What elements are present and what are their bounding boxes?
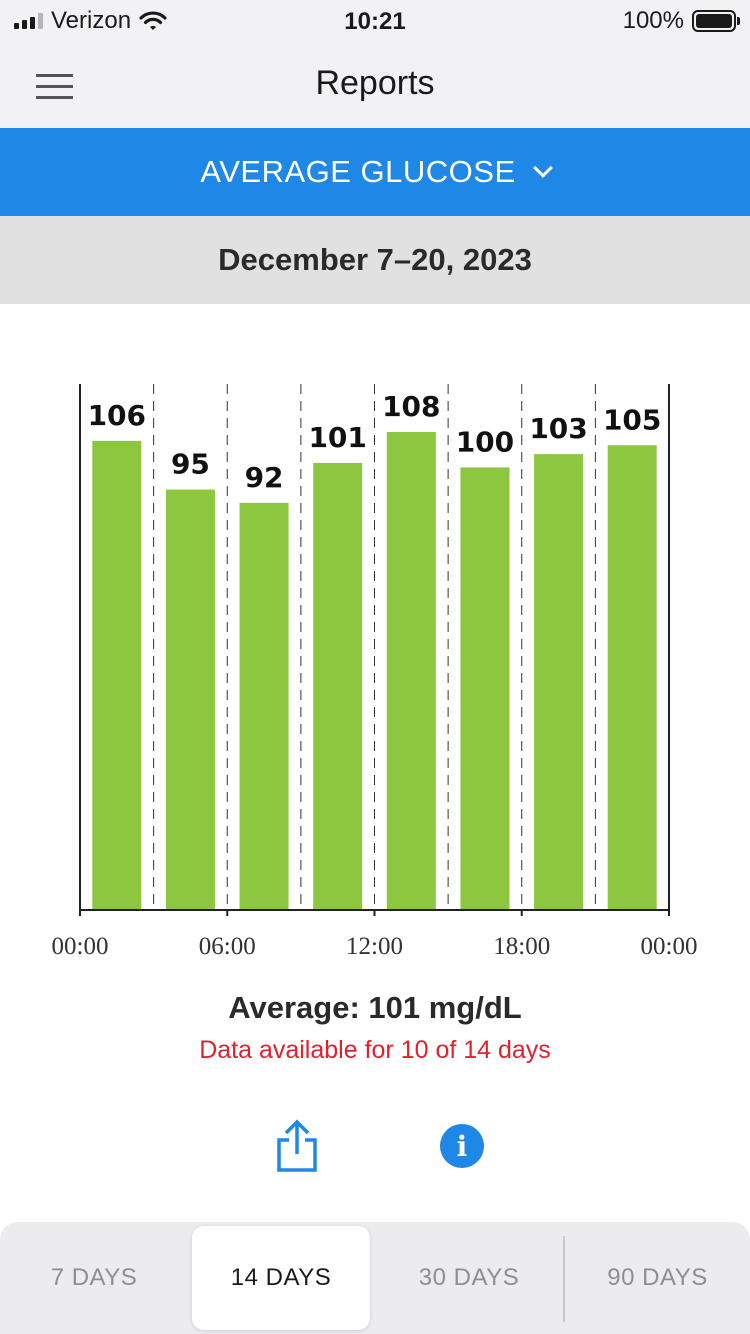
bar (534, 454, 584, 910)
report-type-label: AVERAGE GLUCOSE (200, 154, 516, 189)
share-icon[interactable] (274, 1118, 320, 1174)
status-left: Verizon (14, 7, 167, 34)
bar (460, 467, 510, 910)
status-bar: Verizon 10:21 100% (0, 0, 750, 42)
data-availability-notice: Data available for 10 of 14 days (199, 1036, 551, 1064)
date-range-bar: December 7–20, 2023 (0, 216, 750, 304)
tab-90-days[interactable]: 90 DAYS (565, 1226, 750, 1330)
report-type-selector[interactable]: AVERAGE GLUCOSE (0, 128, 750, 216)
average-glucose-chart: 106 95 92 101 108 100 103 105 00:00 06:00 12:00 18:… (0, 304, 750, 964)
x-tick-label: 00:00 (52, 933, 109, 960)
bar-value-label: 106 (88, 399, 146, 432)
bar (313, 462, 363, 910)
tab-label: 30 DAYS (418, 1264, 520, 1291)
battery-icon (692, 10, 740, 32)
bar-value-label: 103 (529, 412, 587, 445)
bar-value-label: 108 (382, 390, 440, 423)
x-tick-label: 12:00 (346, 933, 403, 960)
bar (386, 432, 436, 910)
x-tick-label: 00:00 (641, 933, 698, 960)
tab-label: 90 DAYS (607, 1264, 708, 1291)
bar (607, 445, 657, 910)
tab-7-days[interactable]: 7 DAYS (0, 1226, 188, 1330)
x-tick-label: 06:00 (199, 933, 256, 960)
battery-percent: 100% (622, 7, 684, 34)
info-icon[interactable]: i (440, 1124, 484, 1168)
bar-value-label: 100 (456, 425, 514, 458)
bar-value-label: 101 (308, 421, 366, 454)
tab-label: 14 DAYS (230, 1264, 332, 1291)
tab-14-days[interactable]: 14 DAYS (192, 1226, 370, 1330)
info-glyph: i (456, 1129, 468, 1163)
chart-svg: 106 95 92 101 108 100 103 105 00:00 06:00 12:00 18:… (52, 384, 698, 960)
x-tick-label: 18:00 (493, 933, 550, 960)
hamburger-menu-icon[interactable] (36, 70, 86, 110)
bar (165, 489, 215, 910)
page-title: Reports (315, 64, 435, 102)
bar-value-label: 95 (171, 448, 210, 481)
carrier-label: Verizon (51, 7, 132, 34)
average-value: Average: 101 mg/dL (228, 990, 522, 1025)
bar (92, 440, 142, 910)
range-tabs: 7 DAYS 14 DAYS 30 DAYS 90 DAYS (0, 1222, 750, 1334)
tab-divider (563, 1236, 565, 1322)
status-time: 10:21 (344, 8, 406, 35)
nav-bar: Reports (0, 42, 750, 128)
chevron-down-icon (532, 158, 553, 178)
tab-label: 7 DAYS (50, 1264, 138, 1291)
bar (239, 502, 289, 910)
bar-value-label: 105 (603, 403, 661, 436)
tab-30-days[interactable]: 30 DAYS (375, 1226, 563, 1330)
wifi-icon (139, 11, 167, 30)
cellular-signal-icon (14, 13, 43, 29)
date-range-label: December 7–20, 2023 (218, 242, 532, 277)
bar-value-label: 92 (245, 461, 284, 494)
status-right: 100% (622, 7, 740, 34)
